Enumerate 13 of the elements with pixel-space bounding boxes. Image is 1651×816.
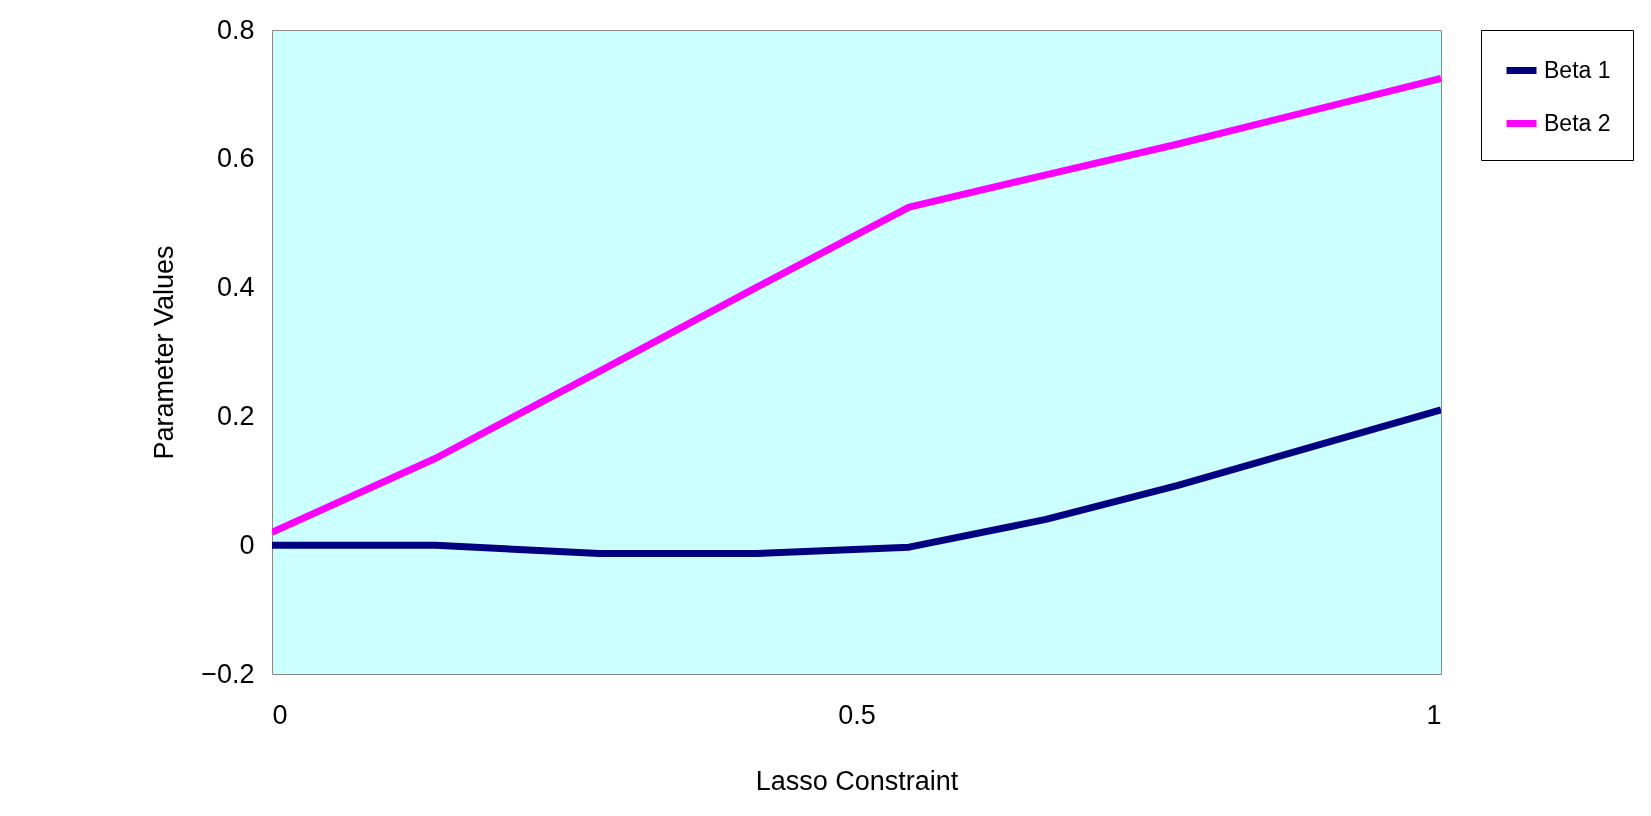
y-tick-label: 0 [239, 529, 255, 560]
y-tick-label: 0.6 [216, 143, 255, 174]
y-tick-label: 0.4 [216, 272, 255, 303]
y-tick-label: 0.2 [216, 400, 255, 431]
legend-label: Beta 1 [1544, 56, 1611, 83]
y-tick-label: 0.8 [216, 14, 255, 45]
x-tick-label: 1 [1426, 699, 1442, 730]
x-axis-title: Lasso Constraint [755, 765, 959, 796]
y-tick-label: −0.2 [201, 658, 255, 689]
x-tick-label: 0 [272, 699, 288, 730]
legend-label: Beta 2 [1544, 109, 1611, 136]
y-axis-title: Parameter Values [149, 245, 180, 460]
x-tick-label: 0.5 [838, 699, 876, 730]
